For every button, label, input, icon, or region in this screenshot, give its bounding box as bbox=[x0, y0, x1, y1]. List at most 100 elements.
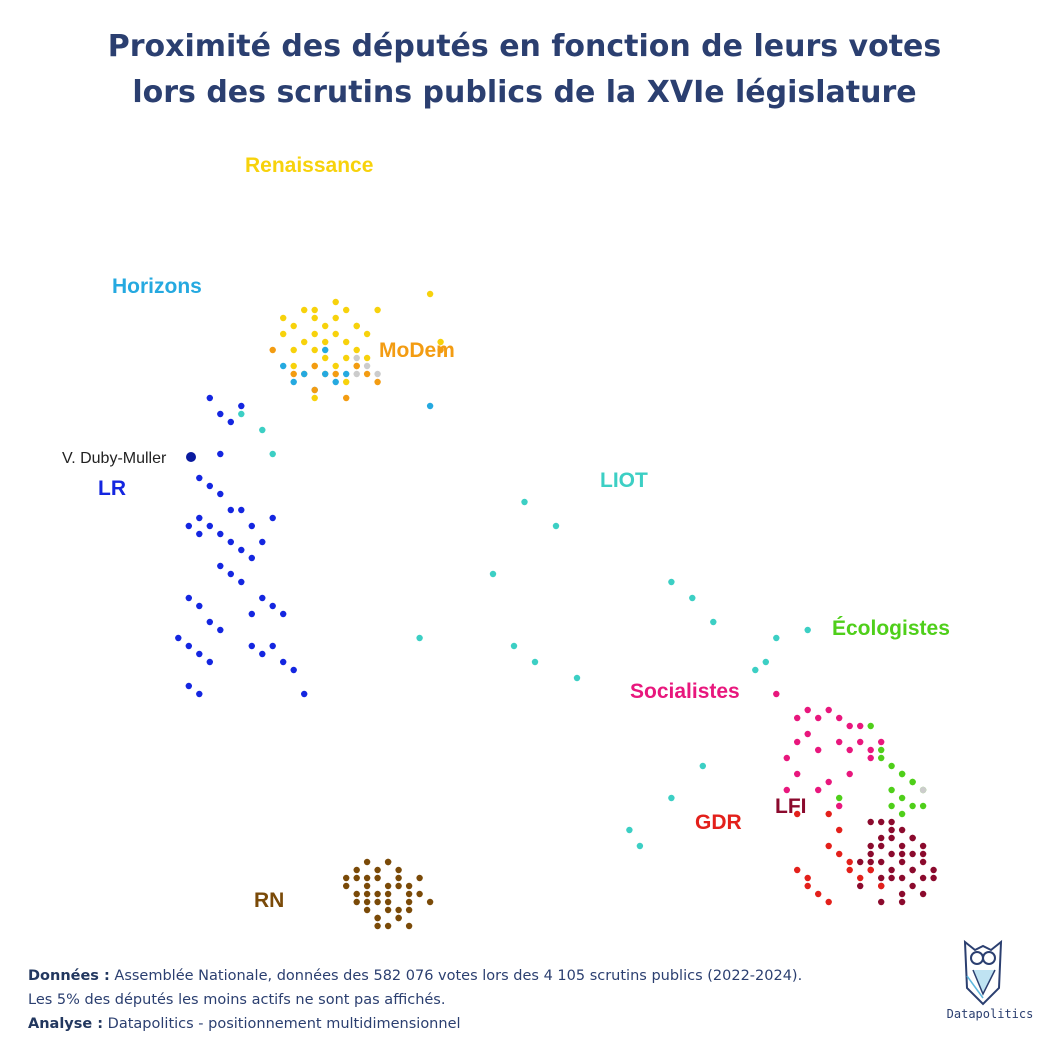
point-renaissance bbox=[322, 322, 329, 330]
point-lr bbox=[238, 506, 245, 514]
point-horizons bbox=[301, 370, 308, 378]
point-lr bbox=[259, 594, 266, 602]
point-rn bbox=[416, 874, 423, 882]
point-socialistes bbox=[836, 802, 843, 810]
label-ecologistes: Écologistes bbox=[832, 617, 950, 640]
point-ecologistes bbox=[898, 810, 906, 818]
point-horizons bbox=[343, 370, 350, 378]
point-rn bbox=[363, 882, 371, 890]
point-gdr bbox=[846, 866, 853, 874]
point-ecologistes bbox=[836, 794, 843, 802]
point-lr bbox=[217, 626, 224, 634]
point-lfi bbox=[867, 818, 874, 826]
point-rn bbox=[384, 858, 392, 866]
point-lfi bbox=[857, 882, 864, 890]
point-rn bbox=[384, 922, 392, 930]
data-points bbox=[175, 290, 937, 930]
point-rn bbox=[405, 882, 413, 890]
point-gdr bbox=[836, 826, 843, 834]
point-rn bbox=[353, 890, 360, 898]
point-lfi bbox=[878, 834, 885, 842]
point-liot bbox=[752, 666, 759, 674]
label-gdr: GDR bbox=[695, 811, 742, 834]
chart-title-line1: Proximité des députés en fonction de leu… bbox=[107, 29, 942, 64]
point-lr bbox=[217, 530, 224, 538]
point-renaissance bbox=[332, 362, 339, 370]
point-rn bbox=[353, 898, 360, 906]
point-lr bbox=[227, 570, 234, 578]
point-lr bbox=[175, 634, 182, 642]
point-rn bbox=[374, 922, 381, 930]
point-lr bbox=[196, 602, 203, 610]
point-modem bbox=[437, 346, 444, 354]
point-lr bbox=[259, 650, 266, 658]
point-non-inscrits bbox=[363, 362, 371, 370]
point-modem bbox=[363, 370, 371, 378]
point-lfi bbox=[867, 858, 874, 866]
point-lfi bbox=[888, 818, 895, 826]
footer-analysis-label: Analyse : bbox=[28, 1016, 104, 1032]
point-renaissance bbox=[343, 306, 350, 314]
point-gdr bbox=[878, 882, 885, 890]
point-lfi bbox=[919, 890, 927, 898]
point-socialistes bbox=[825, 778, 832, 786]
point-rn bbox=[384, 882, 392, 890]
point-lr bbox=[196, 514, 203, 522]
point-lfi bbox=[888, 866, 895, 874]
label-renaissance: Renaissance bbox=[245, 154, 373, 177]
point-liot bbox=[710, 618, 717, 626]
point-modem bbox=[332, 370, 339, 378]
chart-title: Proximité des députés en fonction de leu… bbox=[0, 24, 1049, 116]
point-rn bbox=[395, 866, 402, 874]
point-liot bbox=[489, 570, 497, 578]
logo-text: Datapolitics bbox=[946, 1007, 1034, 1021]
point-ecologistes bbox=[888, 762, 895, 770]
point-horizons bbox=[332, 378, 339, 386]
point-socialistes bbox=[783, 754, 790, 762]
point-socialistes bbox=[878, 738, 885, 746]
point-liot bbox=[773, 634, 780, 642]
point-socialistes bbox=[846, 722, 853, 730]
point-renaissance bbox=[311, 306, 318, 314]
point-renaissance bbox=[322, 338, 329, 346]
point-lfi bbox=[898, 898, 906, 906]
point-horizons bbox=[322, 346, 329, 354]
point-non-inscrits bbox=[919, 786, 927, 794]
point-lr bbox=[206, 618, 213, 626]
point-renaissance bbox=[343, 354, 350, 362]
point-socialistes bbox=[783, 786, 790, 794]
point-lr bbox=[206, 394, 213, 402]
point-renaissance bbox=[280, 330, 287, 338]
point-lfi bbox=[919, 874, 927, 882]
point-lr bbox=[248, 522, 255, 530]
point-lr bbox=[185, 642, 192, 650]
point-lr bbox=[185, 594, 192, 602]
point-lr bbox=[259, 538, 266, 546]
point-lr bbox=[185, 682, 192, 690]
point-socialistes bbox=[846, 770, 853, 778]
point-gdr bbox=[867, 866, 874, 874]
point-rn bbox=[405, 898, 413, 906]
point-lr bbox=[227, 506, 234, 514]
point-lr bbox=[206, 482, 213, 490]
point-socialistes bbox=[804, 730, 811, 738]
point-lr bbox=[206, 522, 213, 530]
point-liot bbox=[238, 410, 245, 418]
point-renaissance bbox=[363, 330, 371, 338]
point-gdr bbox=[825, 810, 832, 818]
footer-data-text: Assemblée Nationale, données des 582 076… bbox=[109, 968, 803, 984]
point-rn bbox=[363, 898, 371, 906]
point-socialistes bbox=[867, 746, 874, 754]
point-ecologistes bbox=[878, 754, 885, 762]
annotation-duby-muller: V. Duby-Muller bbox=[62, 450, 167, 467]
point-lfi bbox=[919, 858, 927, 866]
point-lfi bbox=[909, 866, 916, 874]
point-modem bbox=[311, 362, 318, 370]
point-lfi bbox=[878, 874, 885, 882]
footer-note: Les 5% des députés les moins actifs ne s… bbox=[28, 992, 446, 1008]
group-labels: Renaissance Horizons MoDem LR LIOT Écolo… bbox=[62, 154, 950, 912]
point-lfi bbox=[878, 858, 885, 866]
point-ecologistes bbox=[878, 746, 885, 754]
point-modem bbox=[374, 378, 381, 386]
